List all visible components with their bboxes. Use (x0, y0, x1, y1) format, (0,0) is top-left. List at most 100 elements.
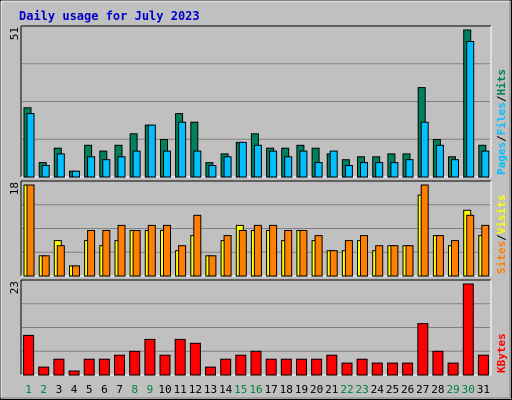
x-tick-label-day-9: 9 (147, 383, 154, 396)
hits-files-bar-files-day-28 (435, 144, 444, 178)
hits-files-bar-files-day-16 (253, 144, 262, 178)
sites-visits-bar-sites-day-17 (269, 224, 278, 277)
sites-visits-bar-sites-day-4 (72, 265, 80, 277)
hits-files-bar-files-day-2 (41, 165, 50, 178)
kbytes-bar-kbytes-day-13 (205, 366, 216, 376)
sites-visits-bar-sites-day-31 (481, 224, 490, 277)
x-tick-label-day-13: 13 (204, 383, 217, 396)
hits-files-legend-entry: Files (495, 102, 508, 135)
hits-files-bar-files-day-15 (238, 141, 247, 178)
sites-visits-bar-sites-day-3 (56, 245, 65, 277)
sites-visits-bar-sites-day-20 (314, 235, 323, 277)
kbytes-bar-kbytes-day-24 (371, 362, 383, 376)
sites-visits-bar-sites-day-1 (26, 184, 35, 277)
kbytes-bar-kbytes-day-16 (250, 350, 262, 376)
sites-visits-panel: 18 Sites/Visits (8, 180, 508, 277)
hits-files-bar-files-day-4 (72, 170, 80, 178)
hits-files-bar-files-day-22 (344, 165, 353, 178)
kbytes-panel: 23 KBytes (8, 279, 508, 376)
kbytes-bar-kbytes-day-4 (68, 370, 80, 376)
x-tick-label-day-2: 2 (40, 383, 47, 396)
sites-visits-bar-sites-day-27 (420, 184, 429, 277)
x-tick-label-day-14: 14 (219, 383, 233, 396)
hits-files-bar-files-day-24 (375, 162, 384, 178)
hits-files-bar-files-day-26 (405, 159, 414, 178)
kbytes-bar-kbytes-day-6 (98, 358, 110, 376)
sites-visits-bar-sites-day-11 (178, 245, 187, 277)
x-tick-label-day-15: 15 (234, 383, 247, 396)
sites-visits-bar-sites-day-25 (390, 245, 399, 277)
x-tick-label-day-31: 31 (477, 383, 490, 396)
x-tick-label-day-21: 21 (325, 383, 338, 396)
sites-visits-bar-sites-day-18 (284, 230, 293, 277)
sites-visits-bar-sites-day-2 (41, 255, 50, 277)
kbytes-bar-kbytes-day-5 (83, 358, 95, 376)
sites-visits-bar-sites-day-6 (102, 230, 111, 277)
sites-visits-bar-sites-day-21 (329, 250, 338, 277)
sites-visits-bar-sites-day-19 (299, 230, 308, 277)
sites-visits-bar-sites-day-24 (375, 245, 384, 277)
kbytes-bar-kbytes-day-31 (477, 354, 489, 376)
hits-files-bar-files-day-18 (284, 156, 293, 178)
x-tick-label-day-3: 3 (56, 383, 63, 396)
sites-visits-bar-sites-day-12 (193, 214, 202, 277)
kbytes-bar-kbytes-day-1 (23, 334, 35, 376)
x-tick-label-day-6: 6 (101, 383, 108, 396)
x-tick-label-day-10: 10 (158, 383, 171, 396)
hits-files-legend-entry: Pages (495, 142, 508, 175)
kbytes-bar-kbytes-day-19 (296, 358, 307, 376)
sites-visits-bar-sites-day-23 (360, 235, 368, 277)
hits-files-bar-files-day-20 (314, 162, 323, 178)
kbytes-bar-kbytes-day-8 (129, 350, 141, 376)
x-tick-label-day-26: 26 (401, 383, 414, 396)
x-tick-label-day-19: 19 (295, 383, 308, 396)
x-tick-label-day-28: 28 (431, 383, 444, 396)
sites-visits-bar-sites-day-8 (132, 230, 141, 277)
hits-files-bar-files-day-3 (56, 153, 65, 178)
kbytes-legend: KBytes (495, 333, 508, 373)
sites-visits-bar-sites-day-16 (253, 224, 262, 277)
sites-visits-bar-sites-day-9 (147, 224, 156, 277)
kbytes-bar-kbytes-day-3 (53, 358, 65, 376)
kbytes-bar-kbytes-day-9 (144, 338, 156, 376)
hits-files-bar-files-day-6 (102, 159, 111, 178)
hits-files-bar-files-day-7 (117, 156, 126, 178)
x-tick-label-day-7: 7 (116, 383, 123, 396)
sites-visits-bar-sites-day-15 (238, 230, 247, 277)
hits-files-bar-files-day-12 (193, 150, 202, 178)
hits-files-bar-files-day-19 (299, 150, 308, 178)
sites-visits-bar-sites-day-28 (435, 235, 444, 277)
kbytes-bar-kbytes-day-20 (311, 358, 323, 376)
kbytes-bar-kbytes-day-15 (235, 354, 247, 376)
x-tick-label-day-1: 1 (25, 383, 32, 396)
sites-visits-bar-sites-day-29 (451, 240, 459, 277)
hits-files-bar-files-day-11 (178, 121, 187, 178)
kbytes-bar-kbytes-day-7 (114, 354, 125, 376)
x-tick-label-day-12: 12 (189, 383, 202, 396)
hits-files-legend-entry: / (495, 95, 508, 102)
kbytes-bar-kbytes-day-27 (417, 323, 429, 376)
x-tick-label-day-30: 30 (462, 383, 475, 396)
hits-files-bar-files-day-27 (420, 121, 429, 178)
x-tick-label-day-20: 20 (310, 383, 323, 396)
hits-files-bar-files-day-21 (329, 150, 338, 178)
x-tick-label-day-25: 25 (386, 383, 399, 396)
x-axis-day-labels: 1 2 3 4 5 6 7 8 9 10 11 12 13 14 15 16 17 18 19 20 21 22 23 24 2… (25, 383, 490, 396)
x-tick-label-day-5: 5 (86, 383, 93, 396)
kbytes-bar-kbytes-day-26 (402, 362, 414, 376)
hits-files-ymax-label: 51 (8, 27, 21, 40)
kbytes-bar-kbytes-day-21 (326, 354, 338, 376)
sites-visits-bar-sites-day-5 (87, 230, 96, 277)
x-tick-label-day-11: 11 (174, 383, 187, 396)
x-tick-label-day-18: 18 (280, 383, 293, 396)
kbytes-legend-entry: KBytes (495, 333, 508, 373)
kbytes-bar-kbytes-day-23 (356, 358, 368, 376)
sites-visits-bar-sites-day-13 (208, 255, 217, 277)
x-tick-label-day-24: 24 (371, 383, 385, 396)
x-tick-label-day-23: 23 (355, 383, 368, 396)
hits-files-bar-files-day-8 (132, 150, 141, 178)
sites-visits-bar-sites-day-26 (405, 245, 414, 277)
x-tick-label-day-29: 29 (446, 383, 459, 396)
hits-files-legend-entry: Hits (495, 69, 508, 96)
